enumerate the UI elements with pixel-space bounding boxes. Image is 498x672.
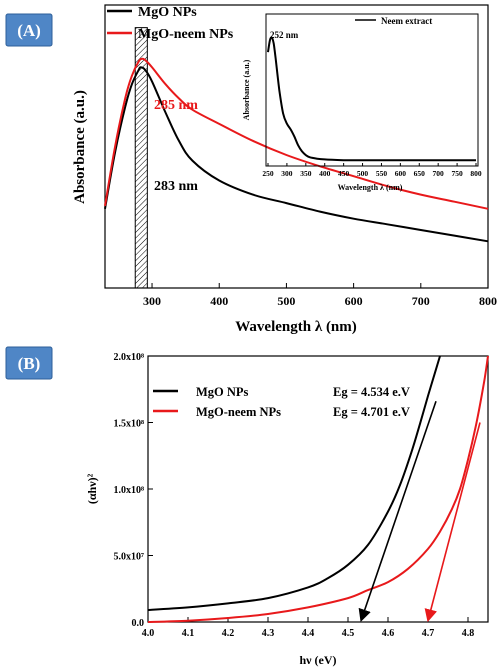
legend-label-mgo-b: MgO NPs <box>196 385 249 399</box>
b-x-tick-label: 4.0 <box>142 628 155 639</box>
inset-x-axis: 250 300 350 400 450 500 550 600 650 700 750 800 <box>262 163 482 178</box>
panel-a-y-axis-title: Absorbance (a.u.) <box>72 90 88 204</box>
x-tick-label: 800 <box>479 294 497 308</box>
legend-label-mgo-neem: MgO-neem NPs <box>138 27 234 42</box>
panel-a-x-axis-title: Wavelength λ (nm) <box>235 319 357 335</box>
b-x-tick-label: 4.5 <box>342 628 355 639</box>
b-y-tick-label: 1.0x10⁸ <box>114 485 145 496</box>
b-x-tick-label: 4.1 <box>182 628 195 639</box>
inset-x-tick-label: 600 <box>395 169 407 178</box>
panel-a-badge: (A) <box>5 13 53 47</box>
legend-label-mgo: MgO NPs <box>138 5 197 20</box>
tangent-extrapolation-line <box>424 422 481 623</box>
panel-a: (A) 300 400 500 600 700 800 MgO NPs MgO-neem … <box>5 4 497 335</box>
panel-b-badge: (B) <box>5 346 53 380</box>
series-line-mgo-nps <box>104 66 489 243</box>
inset-x-tick-label: 700 <box>433 169 445 178</box>
inset-x-tick-label: 750 <box>451 169 463 178</box>
inset-x-axis-title: Wavelength λ (nm) <box>338 183 403 192</box>
inset-x-tick-label: 550 <box>376 169 388 178</box>
panel-a-plot-frame <box>104 4 489 289</box>
b-series-line-mgo-nps <box>147 355 441 611</box>
panel-b-series <box>147 355 489 623</box>
legend-label-mgo-neem-b: MgO-neem NPs <box>196 405 281 419</box>
inset-x-tick-label: 250 <box>262 169 274 178</box>
b-x-tick-label: 4.6 <box>382 628 395 639</box>
panel-a-legend: MgO NPs MgO-neem NPs <box>107 5 234 42</box>
inset-x-tick-label: 300 <box>281 169 293 178</box>
x-tick-label: 700 <box>412 294 430 308</box>
b-x-tick-label: 4.4 <box>302 628 315 639</box>
panel-b-x-axis: 4.0 4.1 4.2 4.3 4.4 4.5 4.6 4.7 4.8 <box>142 617 475 639</box>
inset-y-axis-title: Absorbance (a.u.) <box>242 59 251 120</box>
inset-x-tick-label: 650 <box>414 169 426 178</box>
panel-b-y-axis: 0.0 5.0x10⁷ 1.0x10⁸ 1.5x10⁸ 2.0x10⁸ <box>114 352 153 629</box>
inset-x-tick-label: 350 <box>300 169 312 178</box>
panel-b-label: (B) <box>18 354 41 373</box>
x-tick-label: 500 <box>277 294 295 308</box>
panel-b-y-axis-title: (αhν)² <box>85 473 99 504</box>
peak-label-mgo: 283 nm <box>154 179 198 194</box>
inset-x-tick-label: 400 <box>319 169 331 178</box>
band-gap-label-mgo-neem: Eg = 4.701 e.V <box>333 405 410 419</box>
panel-a-x-axis: 300 400 500 600 700 800 <box>143 283 497 308</box>
tangent-extrapolation-line <box>358 400 437 623</box>
inset-x-tick-label: 450 <box>338 169 350 178</box>
panel-a-label: (A) <box>17 21 41 40</box>
b-y-tick-label: 5.0x10⁷ <box>114 552 145 563</box>
x-tick-label: 300 <box>143 294 161 308</box>
peak-highlight-band <box>134 27 148 289</box>
series-line-mgo-neem-nps <box>104 57 489 210</box>
x-tick-label: 400 <box>210 294 228 308</box>
b-y-tick-label: 1.5x10⁸ <box>114 419 145 430</box>
panel-b-x-axis-title: hν (eV) <box>299 653 336 667</box>
panel-a-series <box>104 57 489 243</box>
b-x-tick-label: 4.3 <box>262 628 275 639</box>
b-x-tick-label: 4.7 <box>422 628 435 639</box>
b-series-line-mgo-neem-nps <box>147 355 489 623</box>
x-tick-label: 600 <box>345 294 363 308</box>
inset-x-tick-label: 500 <box>357 169 369 178</box>
inset-x-tick-label: 800 <box>470 169 482 178</box>
panel-b: (B) 4.0 4.1 4.2 4.3 4.4 4.5 4.6 4.7 4.8 0.0 5.0x1… <box>5 346 489 667</box>
panel-a-inset: 250 300 350 400 450 500 550 600 650 700 750 800 Nee… <box>242 13 482 192</box>
inset-series-line-neem-extract <box>267 36 476 162</box>
b-y-tick-label: 0.0 <box>132 618 145 629</box>
inset-series <box>267 36 476 162</box>
inset-frame <box>265 13 479 167</box>
b-x-tick-label: 4.8 <box>462 628 475 639</box>
band-gap-label-mgo: Eg = 4.534 e.V <box>333 385 410 399</box>
inset-legend-label: Neem extract <box>381 16 432 26</box>
b-y-tick-label: 2.0x10⁸ <box>114 352 145 363</box>
peak-label-mgo-neem: 285 nm <box>154 98 198 113</box>
b-x-tick-label: 4.2 <box>222 628 235 639</box>
panel-b-legend: MgO NPs MgO-neem NPs Eg = 4.534 e.V Eg =… <box>153 385 410 419</box>
inset-peak-label: 252 nm <box>270 30 299 40</box>
